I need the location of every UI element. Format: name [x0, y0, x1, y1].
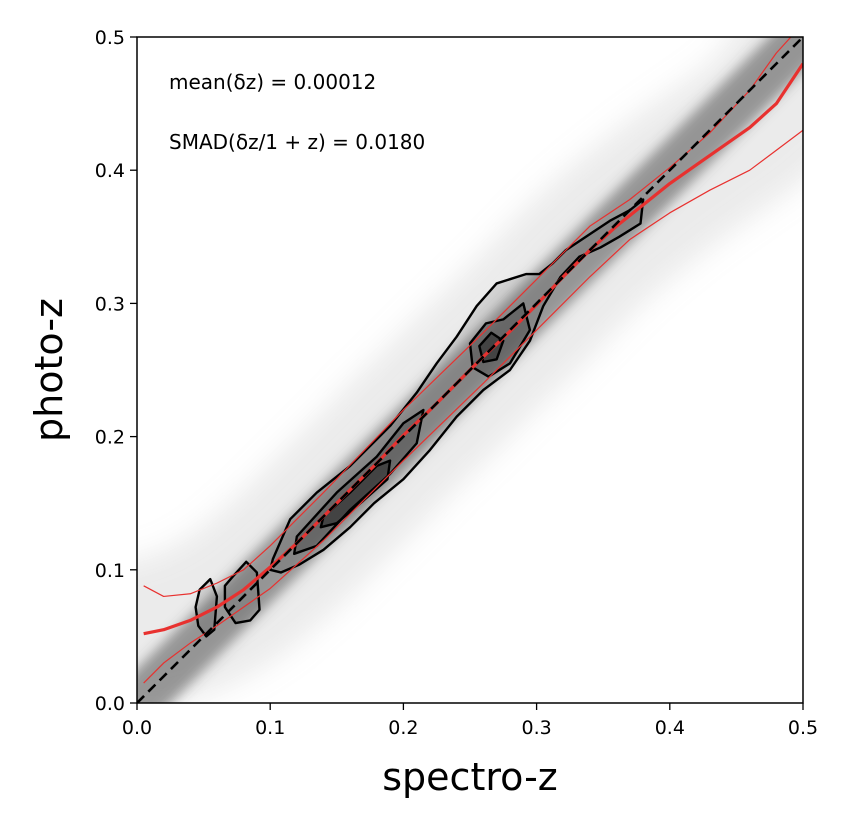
annotation-mean-dz: mean(δz) = 0.00012: [169, 70, 376, 94]
x-tick-label: 0.3: [521, 717, 551, 739]
x-tick-label: 0.5: [788, 717, 818, 739]
y-axis-label: photo-z: [27, 298, 71, 442]
x-tick-label: 0.4: [655, 717, 685, 739]
annotation-smad: SMAD(δz/1 + z) = 0.0180: [169, 130, 425, 154]
upper-envelope-line: [143, 37, 792, 598]
one-to-one-line: [137, 37, 803, 703]
x-tick-label: 0.0: [122, 717, 152, 739]
contour-outer-left-2: [194, 577, 219, 638]
y-tick-label: 0.5: [95, 27, 125, 49]
y-axis: 0.0 0.1 0.2 0.3 0.4 0.5: [95, 27, 137, 715]
y-tick-label: 0.1: [95, 560, 125, 582]
y-tick-label: 0.2: [95, 427, 125, 449]
plot-frame: [136, 36, 804, 704]
y-tick-label: 0.3: [95, 293, 125, 315]
plot-area: [137, 37, 803, 703]
series-lines: [137, 37, 803, 703]
y-tick-label: 0.0: [95, 693, 125, 715]
x-tick-label: 0.1: [255, 717, 285, 739]
x-axis-label: spectro-z: [382, 755, 558, 799]
y-tick-label: 0.4: [95, 160, 125, 182]
x-tick-label: 0.2: [388, 717, 418, 739]
x-axis: 0.0 0.1 0.2 0.3 0.4 0.5: [122, 703, 818, 739]
contour-inner: [319, 459, 392, 529]
